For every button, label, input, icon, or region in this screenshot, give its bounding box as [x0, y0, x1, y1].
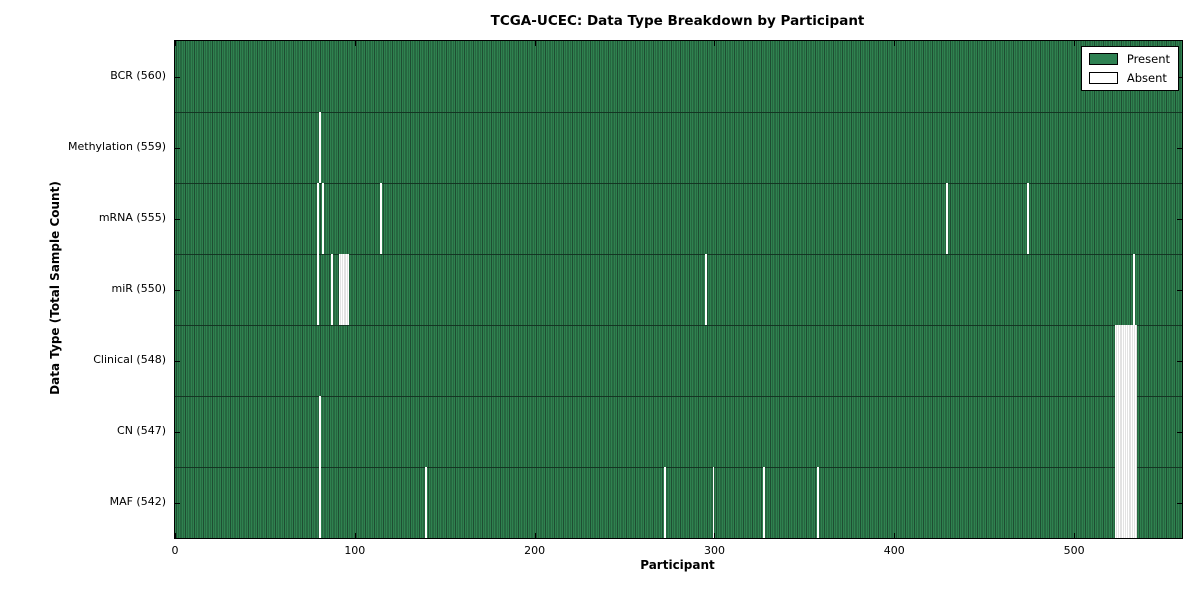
absent-run — [322, 183, 325, 254]
y-tick-mark — [175, 147, 180, 149]
absent-run — [317, 183, 319, 254]
y-tick-mark — [1177, 502, 1182, 504]
y-tick-label: Clinical (548) — [93, 352, 166, 366]
x-tick-mark — [175, 533, 176, 538]
absent-run — [763, 467, 765, 538]
y-tick-mark — [1177, 147, 1182, 149]
y-tick-label: BCR (560) — [110, 68, 166, 82]
absent-run — [816, 467, 819, 538]
y-tick-mark — [175, 218, 180, 220]
plot-area: Present Absent — [174, 40, 1183, 539]
x-tick-mark — [175, 41, 176, 46]
absent-run — [318, 396, 321, 467]
y-tick-mark — [175, 360, 180, 362]
absent-run — [1115, 396, 1138, 467]
present-swatch-icon — [1088, 53, 1118, 65]
x-tick-label: 500 — [1063, 544, 1085, 557]
absent-run — [338, 254, 350, 325]
x-tick-mark — [534, 41, 536, 46]
absent-run — [379, 183, 382, 254]
row-divider — [175, 254, 1182, 255]
x-tick-mark — [1074, 533, 1076, 538]
row-divider — [175, 325, 1182, 326]
x-tick-label: 400 — [883, 544, 905, 557]
y-tick-label: Methylation (559) — [68, 139, 166, 153]
chart-title: TCGA-UCEC: Data Type Breakdown by Partic… — [490, 13, 865, 29]
x-tick-mark — [354, 533, 356, 538]
legend-entry-absent: Absent — [1088, 71, 1170, 85]
y-tick-mark — [1177, 76, 1182, 78]
absent-run — [664, 467, 666, 538]
absent-run — [1115, 325, 1138, 396]
y-tick-label: CN (547) — [117, 423, 166, 437]
absent-run — [946, 183, 949, 254]
x-tick-label: 200 — [524, 544, 546, 557]
legend-entry-present: Present — [1088, 52, 1170, 66]
x-tick-mark — [534, 533, 536, 538]
absent-run — [1115, 467, 1138, 538]
legend-label: Absent — [1126, 71, 1167, 85]
absent-run — [317, 254, 319, 325]
y-tick-label: mRNA (555) — [98, 210, 166, 224]
absent-run — [705, 254, 708, 325]
x-tick-mark — [894, 533, 896, 538]
legend: Present Absent — [1080, 46, 1179, 91]
x-tick-label: 100 — [344, 544, 366, 557]
absent-run — [1027, 183, 1030, 254]
y-tick-mark — [175, 76, 180, 78]
y-tick-mark — [1177, 218, 1182, 220]
y-tick-mark — [175, 289, 180, 291]
absent-run — [712, 467, 715, 538]
x-axis-label: Participant — [640, 558, 715, 572]
x-tick-mark — [714, 533, 716, 538]
x-tick-label: 0 — [171, 544, 179, 557]
x-tick-label: 300 — [703, 544, 725, 557]
x-tick-mark — [1074, 41, 1076, 46]
y-tick-mark — [175, 502, 180, 504]
x-tick-mark — [714, 41, 716, 46]
y-tick-mark — [1177, 431, 1182, 433]
y-tick-label: MAF (542) — [109, 494, 166, 508]
row-divider — [175, 112, 1182, 113]
absent-run — [1133, 254, 1136, 325]
absent-run — [318, 112, 321, 183]
x-tick-mark — [894, 41, 896, 46]
y-tick-label: miR (550) — [111, 281, 167, 295]
absent-run — [331, 254, 334, 325]
absent-swatch-icon — [1088, 72, 1118, 84]
row-divider — [175, 396, 1182, 397]
row-divider — [175, 183, 1182, 184]
row-divider — [175, 467, 1182, 468]
x-tick-mark — [354, 41, 356, 46]
y-tick-mark — [175, 431, 180, 433]
y-tick-mark — [1177, 360, 1182, 362]
absent-run — [424, 467, 427, 538]
legend-label: Present — [1126, 52, 1170, 66]
y-tick-mark — [1177, 289, 1182, 291]
absent-run — [318, 467, 321, 538]
